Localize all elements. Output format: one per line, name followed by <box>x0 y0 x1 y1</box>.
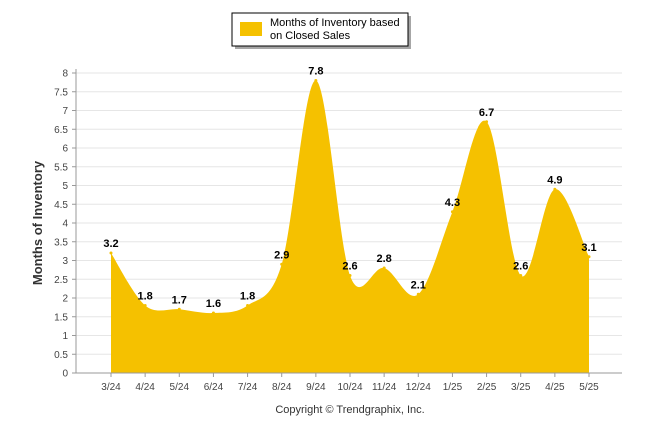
x-tick-label: 7/24 <box>238 382 258 393</box>
legend-swatch <box>240 22 262 36</box>
data-point <box>211 311 215 315</box>
data-point <box>109 251 113 255</box>
y-tick-label: 1.5 <box>54 312 68 323</box>
y-tick-label: 2 <box>62 294 68 305</box>
data-point <box>553 187 557 191</box>
y-tick-label: 2.5 <box>54 275 68 286</box>
y-tick-label: 0.5 <box>54 350 68 361</box>
y-axis-title: Months of Inventory <box>30 160 45 285</box>
y-tick-label: 4.5 <box>54 200 68 211</box>
data-label: 1.6 <box>206 298 221 310</box>
copyright-text: Copyright © Trendgraphix, Inc. <box>275 404 424 416</box>
y-tick-label: 4 <box>62 219 68 230</box>
x-tick-label: 3/25 <box>511 382 531 393</box>
data-point <box>485 120 489 124</box>
x-tick-label: 10/24 <box>337 382 362 393</box>
y-tick-label: 3 <box>62 256 68 267</box>
legend: Months of Inventory based on Closed Sale… <box>231 12 411 49</box>
x-tick-label: 11/24 <box>372 382 397 393</box>
x-tick-label: 2/25 <box>477 382 497 393</box>
data-point <box>450 210 454 214</box>
data-point <box>382 266 386 270</box>
data-point <box>416 292 420 296</box>
y-tick-label: 6.5 <box>54 125 68 136</box>
data-label: 2.9 <box>274 249 289 261</box>
data-label: 2.6 <box>342 261 357 273</box>
x-tick-label: 5/25 <box>579 382 599 393</box>
x-tick-label: 4/24 <box>135 382 155 393</box>
data-point <box>314 79 318 82</box>
y-tick-label: 1 <box>62 331 68 342</box>
data-labels: 3.2 1.8 1.7 1.6 1.8 2.9 7.8 2.6 2.8 2.1 4.3 6.7 2.6 4… <box>103 66 596 311</box>
data-label: 2.8 <box>376 253 391 265</box>
y-tick-labels: 0 0.5 1 1.5 2 2.5 3 3.5 4 4.5 5 5.5 6 6.5 7 7.5 8 <box>54 69 68 380</box>
legend-label-line-2: on Closed Sales <box>270 30 351 42</box>
data-label: 2.6 <box>513 261 528 273</box>
y-tick-label: 3.5 <box>54 237 68 248</box>
x-tick-label: 6/24 <box>204 382 224 393</box>
legend-label-line-1: Months of Inventory based <box>270 17 400 29</box>
x-tick-label: 1/25 <box>443 382 463 393</box>
data-label: 4.3 <box>445 197 460 209</box>
axes <box>75 69 622 377</box>
x-tick-label: 8/24 <box>272 382 292 393</box>
y-tick-label: 6 <box>62 144 68 155</box>
x-tick-label: 4/25 <box>545 382 565 393</box>
y-tick-label: 0 <box>62 369 68 380</box>
x-tick-label: 5/24 <box>170 382 190 393</box>
data-point <box>177 307 181 311</box>
y-tick-label: 5 <box>62 181 68 192</box>
data-label: 6.7 <box>479 107 494 119</box>
data-label: 1.8 <box>240 291 255 303</box>
data-label: 7.8 <box>308 66 323 78</box>
data-point <box>587 255 591 259</box>
data-point <box>280 262 284 266</box>
data-point <box>143 304 147 307</box>
x-tick-labels: 3/24 4/24 5/24 6/24 7/24 8/24 9/24 10/24 11/24 12… <box>101 382 599 393</box>
data-point <box>519 274 523 277</box>
data-label: 1.8 <box>137 291 152 303</box>
data-label: 1.7 <box>172 294 187 306</box>
y-tick-label: 5.5 <box>54 162 68 173</box>
data-label: 3.2 <box>103 238 118 250</box>
data-point <box>246 304 250 307</box>
series-area <box>109 79 591 373</box>
data-label: 2.1 <box>411 279 426 291</box>
y-tick-label: 7.5 <box>54 87 68 98</box>
area-fill <box>111 80 589 373</box>
data-point <box>348 274 352 277</box>
x-tick-label: 9/24 <box>306 382 326 393</box>
data-label: 4.9 <box>547 174 562 186</box>
y-tick-label: 8 <box>62 69 68 80</box>
x-tick-label: 12/24 <box>406 382 431 393</box>
x-tick-label: 3/24 <box>101 382 121 393</box>
y-tick-label: 7 <box>62 106 68 117</box>
data-label: 3.1 <box>581 242 596 254</box>
